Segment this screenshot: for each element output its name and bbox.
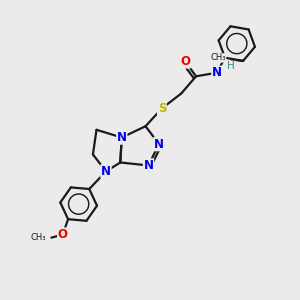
Text: O: O: [58, 228, 68, 241]
Text: CH₃: CH₃: [31, 233, 46, 242]
Text: CH₃: CH₃: [211, 53, 226, 62]
Text: N: N: [212, 66, 222, 79]
Text: N: N: [101, 165, 111, 178]
Text: H: H: [227, 61, 235, 71]
Text: N: N: [154, 138, 164, 151]
Text: N: N: [143, 159, 154, 172]
Text: S: S: [158, 102, 166, 115]
Text: N: N: [117, 131, 127, 144]
Text: O: O: [180, 55, 190, 68]
